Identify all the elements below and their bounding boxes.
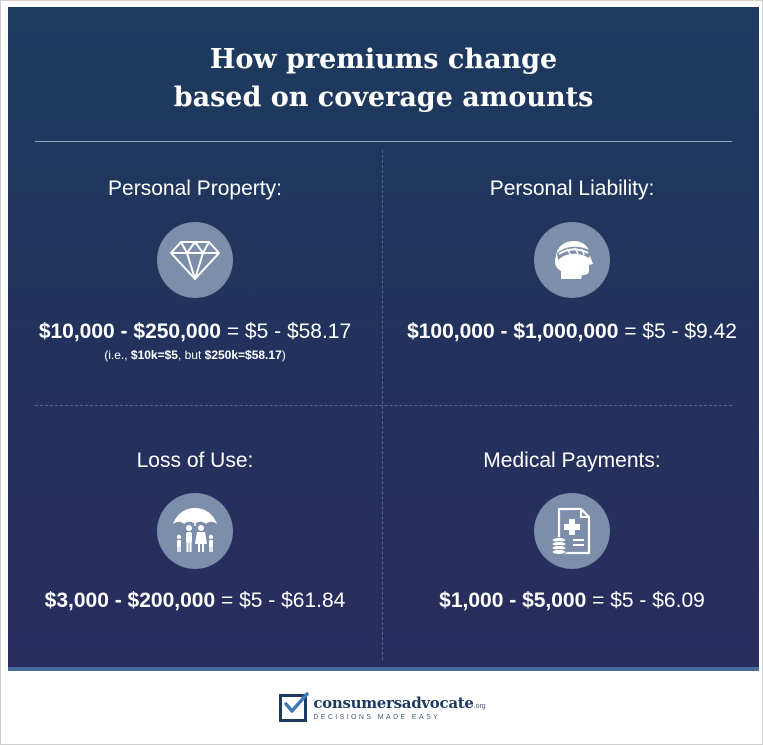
- brand-tagline: DECISIONS MADE EASY: [313, 713, 441, 721]
- coverage-range: $10,000 - $250,000 = $5 - $58.17: [38, 320, 352, 343]
- cell-label: Loss of Use:: [136, 449, 254, 472]
- logo-text: consumersadvocate.org DECISIONS MADE EAS…: [313, 693, 486, 721]
- personal-property-cell: Personal Property: $10,000 - $250,000 = …: [8, 176, 382, 363]
- infographic-panel: How premiums change based on coverage am…: [8, 7, 759, 669]
- coverage-range: $1,000 - $5,000 = $5 - $6.09: [439, 589, 705, 612]
- consumersadvocate-logo: consumersadvocate.org DECISIONS MADE EAS…: [279, 692, 486, 722]
- horizontal-divider: [35, 405, 732, 406]
- injured-head-icon: [534, 222, 610, 298]
- checkbox-logo-icon: [279, 692, 310, 722]
- coverage-range: $3,000 - $200,000 = $5 - $61.84: [44, 589, 346, 612]
- brand-name: consumersadvocate: [313, 693, 474, 712]
- title-line-2: based on coverage amounts: [173, 82, 594, 113]
- coverage-note: (i.e., $10k=$5, but $250k=$58.17): [104, 348, 286, 362]
- cell-label: Personal Property:: [108, 177, 282, 200]
- family-umbrella-icon: [157, 493, 233, 569]
- brand-suffix: .org: [473, 702, 486, 710]
- personal-liability-cell: Personal Liability: $100,000 - $1,000,00…: [385, 176, 759, 345]
- page-title: How premiums change based on coverage am…: [8, 41, 759, 117]
- medical-bill-icon: [534, 493, 610, 569]
- loss-of-use-cell: Loss of Use:: [8, 448, 382, 614]
- coverage-range: $100,000 - $1,000,000 = $5 - $9.42: [407, 320, 737, 343]
- cell-label: Personal Liability:: [489, 177, 655, 200]
- title-divider: [35, 141, 732, 142]
- footer: consumersadvocate.org DECISIONS MADE EAS…: [1, 671, 763, 745]
- cell-label: Medical Payments:: [483, 449, 661, 472]
- medical-payments-cell: Medical Payments: $1,000 - $5,000 = $5 -…: [385, 448, 759, 614]
- panel-bottom-stripe: [8, 667, 759, 671]
- diamond-icon: [157, 222, 233, 298]
- title-line-1: How premiums change: [209, 44, 558, 75]
